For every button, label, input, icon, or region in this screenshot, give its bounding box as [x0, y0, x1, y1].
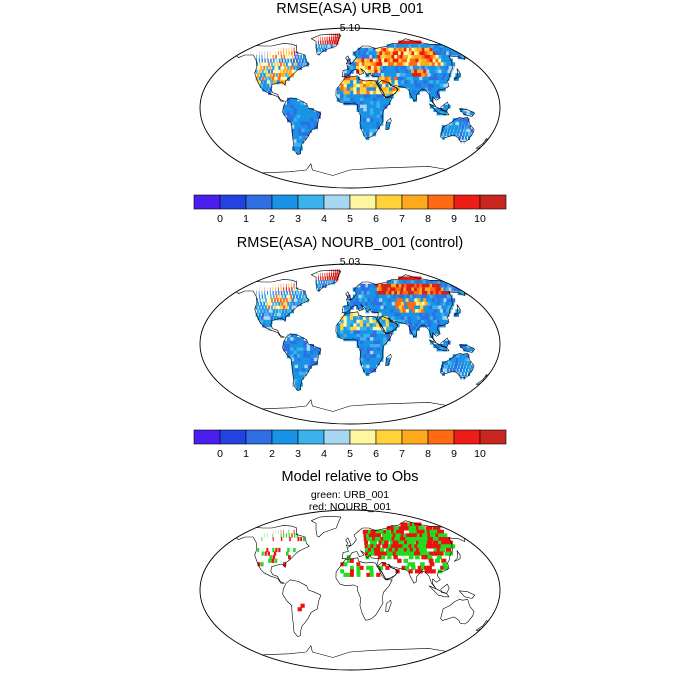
colorbar-label: 7 [399, 448, 405, 460]
colorbar-swatch [375, 194, 403, 210]
panel3-legend-green: green: URB_001 [310, 489, 390, 501]
panel2-map [199, 263, 501, 425]
panel3-title: Model relative to Obs [281, 469, 419, 485]
panel1-colorbar: 0 1 2 3 4 5 6 7 8 9 10 [193, 194, 507, 225]
colorbar-label: 3 [295, 448, 301, 460]
colorbar-swatch [297, 194, 325, 210]
colorbar-swatch [193, 429, 221, 445]
colorbar-swatch [297, 429, 325, 445]
colorbar-label: 4 [321, 448, 327, 460]
colorbar-swatch [323, 194, 351, 210]
colorbar-label: 1 [243, 448, 249, 460]
colorbar-label: 1 [243, 213, 249, 225]
colorbar-swatch [193, 194, 221, 210]
colorbar-swatch [479, 194, 507, 210]
colorbar-label: 3 [295, 213, 301, 225]
panel1-title: RMSE(ASA) URB_001 [276, 1, 424, 17]
colorbar-swatch [349, 194, 377, 210]
colorbar-label: 8 [425, 448, 431, 460]
colorbar-swatch [219, 194, 247, 210]
colorbar-swatch [245, 429, 273, 445]
colorbar-swatch [219, 429, 247, 445]
colorbar-swatch [401, 429, 429, 445]
colorbar-label: 4 [321, 213, 327, 225]
colorbar-label: 10 [474, 213, 486, 225]
panel3-legend-red: red: NOURB_001 [308, 501, 392, 513]
colorbar-swatch [245, 194, 273, 210]
panel2-global-mean: 5.03 [339, 256, 361, 268]
colorbar-swatch [271, 194, 299, 210]
panel2-colorbar: 0 1 2 3 4 5 6 7 8 9 10 [193, 429, 507, 460]
colorbar-label: 2 [269, 448, 275, 460]
colorbar-swatch [375, 429, 403, 445]
panel1-map [199, 27, 501, 189]
colorbar-label: 5 [347, 448, 353, 460]
colorbar-swatch [479, 429, 507, 445]
colorbar-swatch [349, 429, 377, 445]
colorbar-swatch [427, 194, 455, 210]
panel2-title: RMSE(ASA) NOURB_001 (control) [236, 235, 464, 251]
colorbar-swatch [453, 194, 481, 210]
colorbar-label: 7 [399, 213, 405, 225]
colorbar-label: 9 [451, 213, 457, 225]
colorbar-label: 6 [373, 213, 379, 225]
colorbar-label: 9 [451, 448, 457, 460]
colorbar-label: 5 [347, 213, 353, 225]
colorbar-label: 0 [217, 213, 223, 225]
colorbar-swatch [323, 429, 351, 445]
colorbar-label: 10 [474, 448, 486, 460]
colorbar-label: 6 [373, 448, 379, 460]
colorbar-swatch [401, 194, 429, 210]
colorbar-swatch [427, 429, 455, 445]
colorbar-label: 8 [425, 213, 431, 225]
panel3-map [199, 509, 501, 671]
colorbar-label: 0 [217, 448, 223, 460]
colorbar-swatch [453, 429, 481, 445]
colorbar-label: 2 [269, 213, 275, 225]
colorbar-swatch [271, 429, 299, 445]
